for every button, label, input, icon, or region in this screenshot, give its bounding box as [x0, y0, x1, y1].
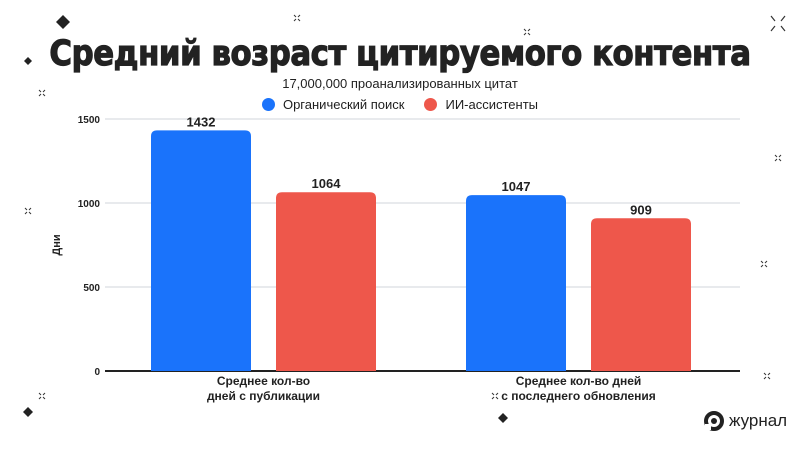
- data-label: 1432: [187, 114, 216, 129]
- legend-item-organic: Органический поиск: [261, 97, 405, 112]
- logo: журнал: [703, 410, 787, 432]
- sparkle-decoration: [24, 207, 32, 215]
- legend: Органический поиск ИИ-ассистенты: [0, 97, 800, 112]
- legend-label-ai: ИИ-ассистенты: [445, 97, 539, 112]
- chart-subtitle: 17,000,000 проанализированных цитат: [282, 76, 518, 91]
- sparkle-decoration: [774, 154, 782, 162]
- legend-label-organic: Органический поиск: [282, 97, 405, 112]
- sparkle-decoration: [523, 28, 531, 36]
- y-tick-label: 0: [94, 367, 100, 378]
- legend-swatch-ai: [424, 98, 438, 111]
- diamond-decoration: [24, 57, 32, 65]
- chart-title: Средний возраст цитируемого контента: [49, 33, 752, 74]
- data-label: 1047: [502, 179, 531, 194]
- data-label: 909: [630, 202, 652, 217]
- y-tick-label: 1000: [78, 199, 101, 210]
- decorations: [23, 14, 786, 423]
- legend-swatch-organic: [261, 98, 275, 111]
- bar: [276, 192, 376, 371]
- sparkle-decoration: [760, 260, 768, 268]
- sparkle-decoration: [763, 372, 771, 380]
- sparkle-decoration: [491, 392, 499, 400]
- y-axis-label: Дни: [51, 234, 63, 255]
- data-label: 1064: [312, 176, 342, 191]
- x-tick-label: Среднее кол-во: [217, 374, 310, 388]
- diamond-decoration: [498, 413, 508, 423]
- x-tick-label: с последнего обновления: [501, 389, 656, 403]
- logo-icon: [704, 411, 724, 431]
- y-tick-label: 1500: [78, 115, 101, 126]
- sparkle-decoration: [293, 14, 301, 22]
- diamond-decoration: [56, 15, 70, 29]
- legend-item-ai: ИИ-ассистенты: [424, 97, 538, 112]
- x-tick-label: Среднее кол-во дней: [516, 374, 642, 388]
- bar: [151, 130, 251, 371]
- logo-text: журнал: [729, 411, 788, 430]
- sparkle-decoration: [38, 89, 46, 97]
- sparkle-decoration: [770, 15, 786, 32]
- bar: [591, 218, 691, 371]
- diamond-decoration: [23, 407, 33, 417]
- bar: [466, 195, 566, 371]
- y-tick-label: 500: [83, 283, 100, 294]
- x-tick-label: дней с публикации: [207, 389, 320, 403]
- sparkle-decoration: [38, 392, 46, 400]
